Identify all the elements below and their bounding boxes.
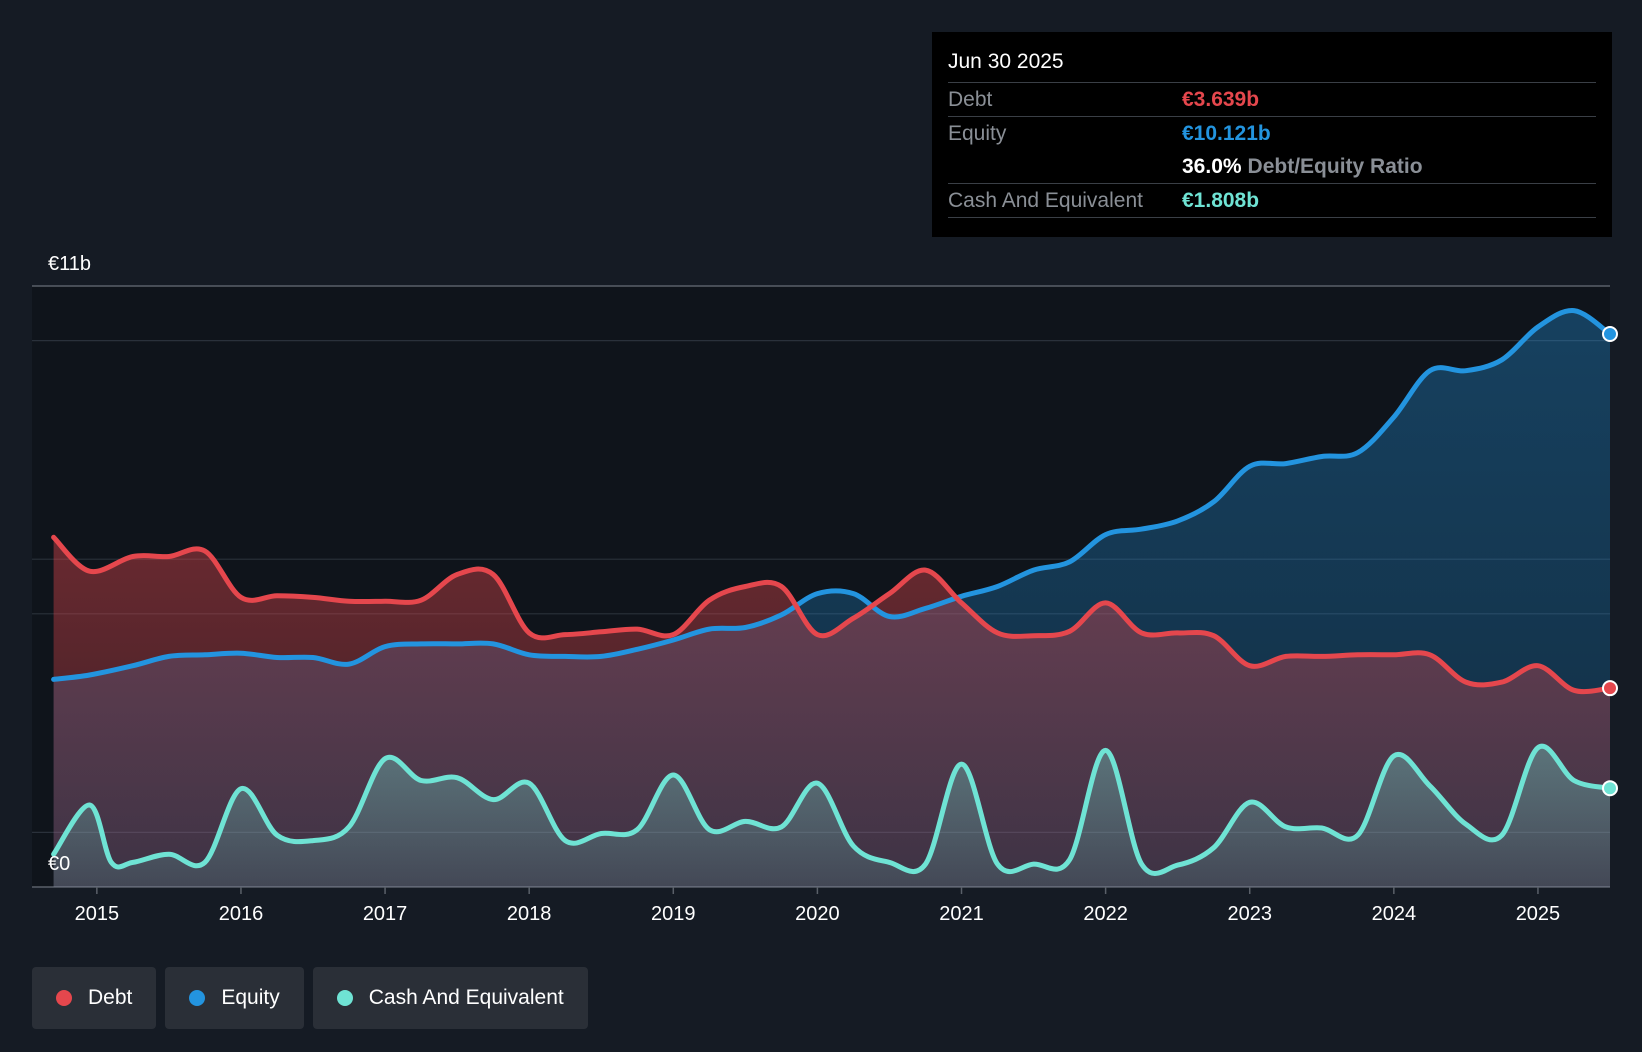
tooltip-equity-value: €10.121b bbox=[1182, 122, 1271, 145]
legend-label-debt: Debt bbox=[88, 986, 133, 1009]
x-tick-label-2016: 2016 bbox=[219, 903, 264, 925]
x-tick-label-2025: 2025 bbox=[1516, 903, 1561, 925]
tooltip-debt-label: Debt bbox=[948, 88, 993, 111]
legend-label-cash: Cash And Equivalent bbox=[368, 986, 564, 1009]
tooltip-date: Jun 30 2025 bbox=[948, 46, 1596, 83]
x-tick-label-2024: 2024 bbox=[1372, 903, 1417, 925]
end-dot-debt bbox=[1602, 680, 1618, 697]
tooltip-debt-value: €3.639b bbox=[1182, 88, 1260, 111]
x-tick-label-2015: 2015 bbox=[75, 903, 120, 925]
x-tick-label-2021: 2021 bbox=[939, 903, 984, 925]
tooltip-panel: Jun 30 2025 Debt €3.639b Equity €10.121b… bbox=[932, 32, 1612, 237]
series-areas bbox=[53, 310, 1611, 888]
x-tick-label-2017: 2017 bbox=[363, 903, 408, 925]
x-axis-ticks: 2015 2016 2017 2018 2019 2020 2021 2022 2023 2024… bbox=[75, 887, 1561, 925]
end-dot-equity bbox=[1602, 326, 1618, 343]
tooltip-ratio-label: Debt/Equity Ratio bbox=[1247, 155, 1423, 178]
tooltip-ratio-value: 36.0% bbox=[1182, 155, 1242, 178]
x-tick-label-2018: 2018 bbox=[507, 903, 552, 925]
legend-dot-debt bbox=[56, 990, 72, 1006]
line-debt bbox=[51, 534, 1613, 695]
tooltip-row-ratio: 36.0% Debt/Equity Ratio bbox=[948, 150, 1596, 184]
tooltip-cash-label: Cash And Equivalent bbox=[948, 189, 1143, 212]
legend: Debt Equity Cash And Equivalent bbox=[32, 967, 588, 1029]
legend-dot-equity bbox=[189, 990, 206, 1006]
x-tick-label-2023: 2023 bbox=[1227, 903, 1272, 925]
area-cash bbox=[53, 746, 1611, 887]
legend-item-cash[interactable]: Cash And Equivalent bbox=[312, 967, 588, 1029]
legend-dot-cash bbox=[336, 990, 353, 1006]
end-dot-cash bbox=[1602, 780, 1618, 797]
tooltip-row-equity: Equity €10.121b bbox=[948, 117, 1596, 150]
legend-item-debt[interactable]: Debt bbox=[32, 967, 157, 1029]
x-tick-label-2020: 2020 bbox=[795, 903, 840, 925]
legend-item-equity[interactable]: Equity bbox=[165, 967, 304, 1029]
end-markers bbox=[1602, 326, 1618, 797]
tooltip-ratio-spacer bbox=[948, 150, 1182, 183]
tooltip-row-cash: Cash And Equivalent €1.808b bbox=[948, 184, 1596, 218]
x-tick-label-2019: 2019 bbox=[651, 903, 696, 925]
legend-label-equity: Equity bbox=[221, 986, 280, 1009]
y-axis-min-label: €0 bbox=[48, 853, 70, 875]
y-axis-max-label: €11b bbox=[48, 253, 91, 275]
tooltip-cash-value: €1.808b bbox=[1182, 189, 1260, 212]
tooltip-equity-label: Equity bbox=[948, 122, 1007, 145]
tooltip-row-debt: Debt €3.639b bbox=[948, 83, 1596, 117]
series-lines bbox=[51, 308, 1613, 877]
line-equity bbox=[51, 308, 1613, 682]
line-cash bbox=[51, 743, 1613, 877]
x-tick-label-2022: 2022 bbox=[1083, 903, 1128, 925]
